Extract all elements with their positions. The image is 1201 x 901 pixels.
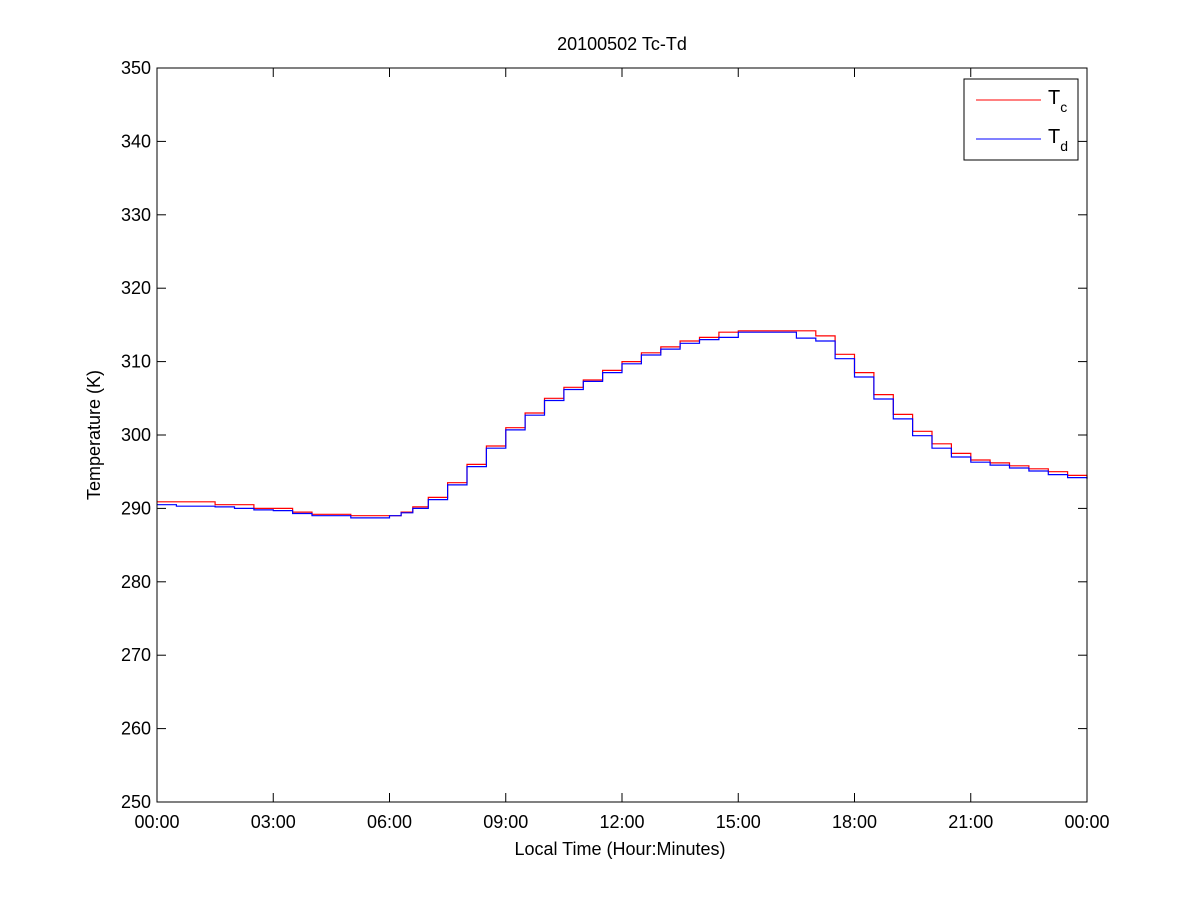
x-tick-label: 12:00: [599, 812, 644, 832]
x-tick-label: 18:00: [832, 812, 877, 832]
y-tick-label: 270: [121, 645, 151, 665]
y-axis-title: Temperature (K): [84, 370, 104, 500]
legend-label-td-sub: d: [1060, 138, 1068, 154]
chart-title: 20100502 Tc-Td: [557, 34, 687, 54]
y-tick-label: 350: [121, 58, 151, 78]
legend: Tc Td: [963, 78, 1079, 161]
x-tick-label: 00:00: [134, 812, 179, 832]
x-tick-label: 03:00: [251, 812, 296, 832]
y-tick-label: 260: [121, 719, 151, 739]
y-tick-label: 250: [121, 792, 151, 812]
legend-label-td: Td: [1048, 126, 1068, 154]
series-line-td: [157, 331, 1088, 519]
legend-label-tc-main: T: [1048, 87, 1060, 109]
x-axis: 00:00 03:00 06:00 09:00 12:00 15:00 18:00 21:00…: [134, 68, 1110, 832]
legend-label-tc: Tc: [1048, 87, 1067, 115]
legend-label-td-main: T: [1048, 126, 1060, 148]
x-tick-label: 06:00: [367, 812, 412, 832]
x-axis-title: Local Time (Hour:Minutes): [514, 839, 725, 859]
x-tick-label: 09:00: [483, 812, 528, 832]
y-tick-label: 280: [121, 572, 151, 592]
plot-series-group: [157, 330, 1088, 519]
y-axis: 250 260 270 280 290 300 310 320 330 340 350: [121, 58, 1087, 812]
legend-label-tc-sub: c: [1060, 99, 1067, 115]
y-tick-label: 290: [121, 498, 151, 518]
x-tick-label: 21:00: [948, 812, 993, 832]
y-tick-label: 340: [121, 131, 151, 151]
y-tick-label: 320: [121, 278, 151, 298]
y-tick-label: 330: [121, 205, 151, 225]
x-tick-label: 00:00: [1064, 812, 1109, 832]
y-tick-label: 310: [121, 352, 151, 372]
x-tick-label: 15:00: [716, 812, 761, 832]
y-tick-label: 300: [121, 425, 151, 445]
legend-box: [963, 78, 1079, 161]
